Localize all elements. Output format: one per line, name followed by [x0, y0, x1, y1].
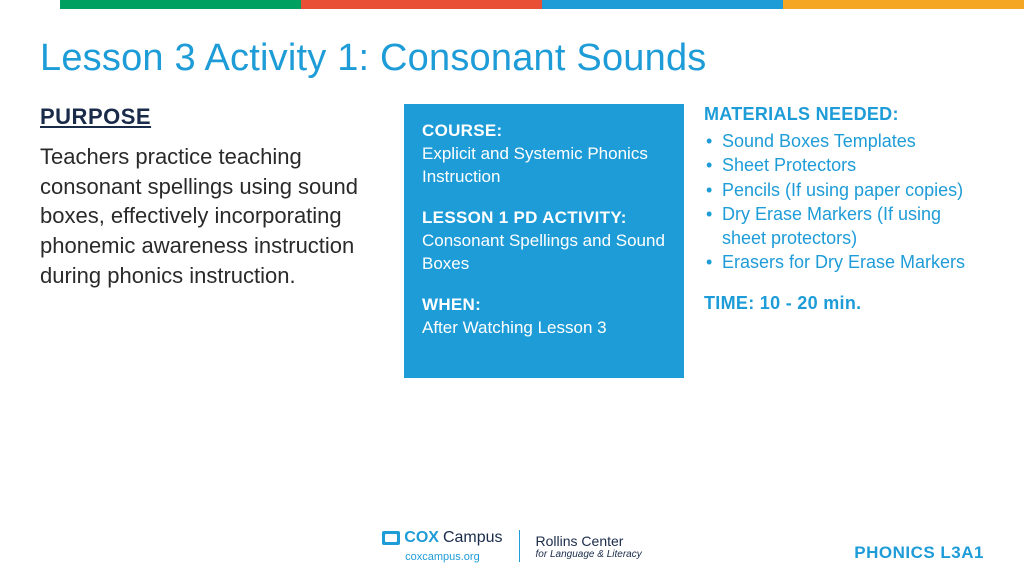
- materials-item: Pencils (If using paper copies): [704, 178, 984, 202]
- accent-segment-blue: [542, 0, 783, 9]
- accent-segment-orange: [783, 0, 1024, 9]
- cox-campus-logo: COXCampus coxcampus.org: [382, 529, 502, 563]
- rollins-name: Rollins Center: [536, 533, 642, 549]
- footer-code: PHONICS L3A1: [854, 543, 984, 563]
- rollins-center-logo: Rollins Center for Language & Literacy: [536, 533, 642, 560]
- course-value: Explicit and Systemic Phonics Instructio…: [422, 143, 666, 189]
- materials-item: Dry Erase Markers (If using sheet protec…: [704, 202, 984, 251]
- purpose-text: Teachers practice teaching consonant spe…: [40, 142, 380, 290]
- activity-value: Consonant Spellings and Sound Boxes: [422, 230, 666, 276]
- rollins-tag: for Language & Literacy: [536, 549, 642, 560]
- book-icon: [382, 531, 400, 545]
- header-accent-bar: [0, 0, 1024, 9]
- materials-item: Erasers for Dry Erase Markers: [704, 250, 984, 274]
- cox-url: coxcampus.org: [382, 551, 502, 563]
- when-value: After Watching Lesson 3: [422, 317, 666, 340]
- materials-heading: MATERIALS NEEDED:: [704, 104, 984, 125]
- purpose-heading: PURPOSE: [40, 104, 380, 130]
- materials-list: Sound Boxes Templates Sheet Protectors P…: [704, 129, 984, 275]
- brand-divider: [519, 530, 520, 562]
- materials-item: Sheet Protectors: [704, 153, 984, 177]
- course-label: COURSE:: [422, 120, 666, 143]
- materials-column: MATERIALS NEEDED: Sound Boxes Templates …: [704, 104, 984, 314]
- cox-brand-cox: COX: [404, 529, 439, 547]
- footer-brands: COXCampus coxcampus.org Rollins Center f…: [382, 529, 641, 563]
- course-info-box: COURSE: Explicit and Systemic Phonics In…: [404, 104, 684, 378]
- footer: COXCampus coxcampus.org Rollins Center f…: [0, 529, 1024, 563]
- accent-segment-white: [0, 0, 60, 9]
- when-label: WHEN:: [422, 294, 666, 317]
- purpose-column: PURPOSE Teachers practice teaching conso…: [40, 104, 380, 290]
- time-required: TIME: 10 - 20 min.: [704, 293, 984, 314]
- activity-label: LESSON 1 PD ACTIVITY:: [422, 207, 666, 230]
- accent-segment-green: [60, 0, 301, 9]
- accent-segment-red: [301, 0, 542, 9]
- page-title: Lesson 3 Activity 1: Consonant Sounds: [40, 37, 984, 80]
- content-row: PURPOSE Teachers practice teaching conso…: [0, 104, 1024, 378]
- cox-brand-campus: Campus: [443, 529, 503, 547]
- materials-item: Sound Boxes Templates: [704, 129, 984, 153]
